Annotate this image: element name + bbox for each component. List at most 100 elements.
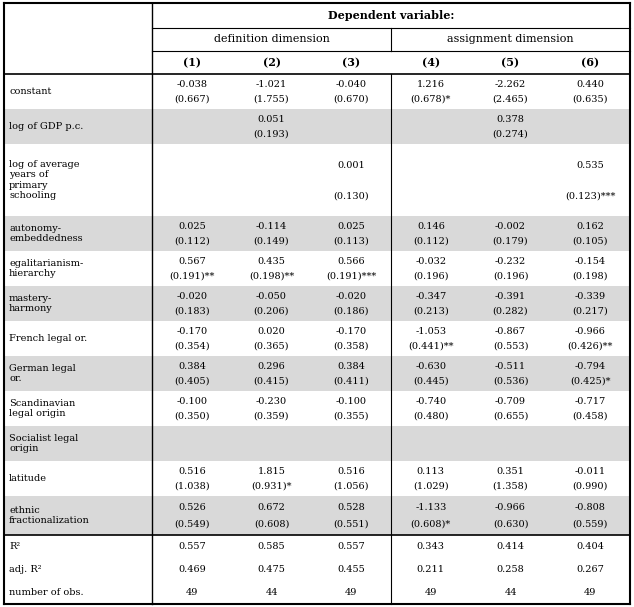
Text: -0.867: -0.867 [495,327,526,336]
Text: 0.404: 0.404 [576,542,604,551]
Text: (0.365): (0.365) [254,342,289,351]
Text: 0.051: 0.051 [257,115,285,124]
Text: log of average
years of
primary
schooling: log of average years of primary schoolin… [9,160,79,200]
Text: (0.553): (0.553) [493,342,528,351]
Text: (6): (6) [581,57,599,68]
Text: 49: 49 [186,588,198,597]
Text: (0.179): (0.179) [493,237,528,246]
Text: (0.112): (0.112) [174,237,210,246]
Text: (0.191)***: (0.191)*** [326,272,377,280]
Text: 0.025: 0.025 [337,222,365,231]
Bar [4,28,630,51]
Text: 0.258: 0.258 [496,565,524,574]
Text: -0.050: -0.050 [256,292,287,301]
Text: -0.170: -0.170 [176,327,207,336]
Text: 0.566: 0.566 [337,257,365,266]
Text: (0.113): (0.113) [333,237,369,246]
Text: 0.585: 0.585 [257,542,285,551]
Text: (0.608)*: (0.608)* [411,520,451,529]
Text: (4): (4) [422,57,440,68]
Text: -0.020: -0.020 [335,292,366,301]
Text: (0.217): (0.217) [573,307,608,316]
Text: (0.196): (0.196) [493,272,528,280]
Text: -0.511: -0.511 [495,362,526,371]
Text: (5): (5) [501,57,519,68]
Text: -0.032: -0.032 [415,257,446,266]
Bar [4,109,630,144]
Text: 0.672: 0.672 [257,503,285,512]
Text: (0.183): (0.183) [174,307,210,316]
Text: 0.001: 0.001 [337,161,365,170]
Text: -0.709: -0.709 [495,397,526,406]
Text: 0.025: 0.025 [178,222,205,231]
Text: (0.441)**: (0.441)** [408,342,453,351]
Text: (0.549): (0.549) [174,520,210,529]
Text: (1.358): (1.358) [493,482,528,490]
Text: (0.112): (0.112) [413,237,449,246]
Text: (1.056): (1.056) [333,482,369,490]
Text: (0.354): (0.354) [174,342,210,351]
Text: (0.445): (0.445) [413,377,449,385]
Text: 0.469: 0.469 [178,565,205,574]
Text: 0.526: 0.526 [178,503,205,512]
Text: (0.635): (0.635) [573,95,608,104]
Text: 0.267: 0.267 [576,565,604,574]
Text: (0.355): (0.355) [333,412,369,421]
Text: (0.149): (0.149) [254,237,289,246]
Text: 0.567: 0.567 [178,257,205,266]
Text: -0.794: -0.794 [574,362,605,371]
Text: (0.559): (0.559) [573,520,608,529]
Text: 0.475: 0.475 [257,565,285,574]
Text: (0.426)**: (0.426)** [567,342,613,351]
Text: 0.162: 0.162 [576,222,604,231]
Text: 1.216: 1.216 [417,80,445,89]
Text: -1.133: -1.133 [415,503,446,512]
Text: (0.130): (0.130) [333,191,369,200]
Text: (0.458): (0.458) [573,412,608,421]
Text: 0.343: 0.343 [417,542,445,551]
Text: 0.557: 0.557 [337,542,365,551]
Text: (0.191)**: (0.191)** [169,272,214,280]
Text: -0.154: -0.154 [574,257,605,266]
Text: -0.232: -0.232 [495,257,526,266]
Text: 0.557: 0.557 [178,542,205,551]
Text: 0.113: 0.113 [417,467,445,476]
Text: -0.170: -0.170 [335,327,366,336]
Text: latitude: latitude [9,474,47,483]
Text: (0.213): (0.213) [413,307,449,316]
Text: (0.350): (0.350) [174,412,210,421]
Text: -0.230: -0.230 [256,397,287,406]
Text: -0.040: -0.040 [335,80,366,89]
Text: 44: 44 [265,588,278,597]
Text: (0.198)**: (0.198)** [249,272,294,280]
Text: -0.114: -0.114 [256,222,287,231]
Text: 0.020: 0.020 [257,327,285,336]
Text: (1.755): (1.755) [254,95,289,104]
Text: 44: 44 [504,588,517,597]
Text: log of GDP p.c.: log of GDP p.c. [9,122,84,131]
Text: German legal
or.: German legal or. [9,364,75,383]
Text: (1): (1) [183,57,201,68]
Text: 0.296: 0.296 [257,362,285,371]
Text: (0.678)*: (0.678)* [411,95,451,104]
Text: (0.282): (0.282) [493,307,528,316]
Text: (2.465): (2.465) [493,95,528,104]
Bar [4,286,630,321]
Text: mastery-
harmony: mastery- harmony [9,294,53,313]
Text: (0.105): (0.105) [573,237,608,246]
Text: (0.206): (0.206) [254,307,289,316]
Text: (0.193): (0.193) [254,130,289,139]
Text: (0.411): (0.411) [333,377,369,385]
Text: (0.415): (0.415) [254,377,289,385]
Text: -1.021: -1.021 [256,80,287,89]
Text: 0.351: 0.351 [496,467,524,476]
Text: (0.425)*: (0.425)* [570,377,611,385]
Text: 49: 49 [584,588,597,597]
Text: (0.931)*: (0.931)* [251,482,292,490]
Text: French legal or.: French legal or. [9,334,87,343]
Text: (0.186): (0.186) [333,307,369,316]
Text: autonomy-
embeddedness: autonomy- embeddedness [9,224,82,243]
Bar [4,144,630,216]
Text: -0.630: -0.630 [415,362,446,371]
Text: (3): (3) [342,57,360,68]
